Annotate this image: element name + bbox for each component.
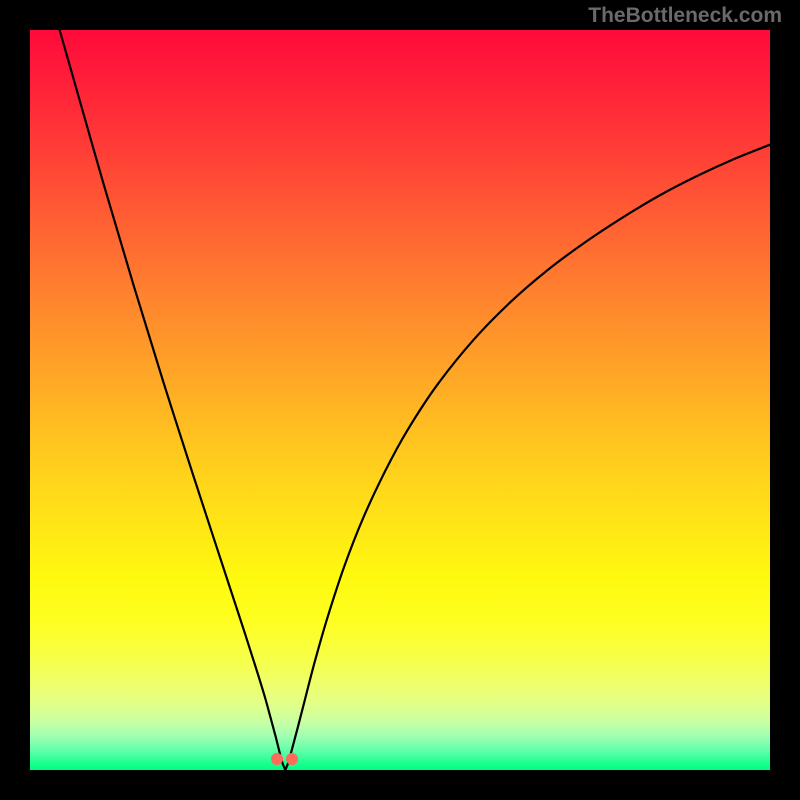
bottleneck-curve [30, 30, 770, 770]
bottleneck-marker-1 [286, 753, 298, 765]
plot-area [30, 30, 770, 770]
bottleneck-marker-0 [271, 753, 283, 765]
curve-right-branch [285, 145, 770, 770]
watermark-text: TheBottleneck.com [588, 4, 782, 28]
curve-left-branch [60, 30, 286, 770]
